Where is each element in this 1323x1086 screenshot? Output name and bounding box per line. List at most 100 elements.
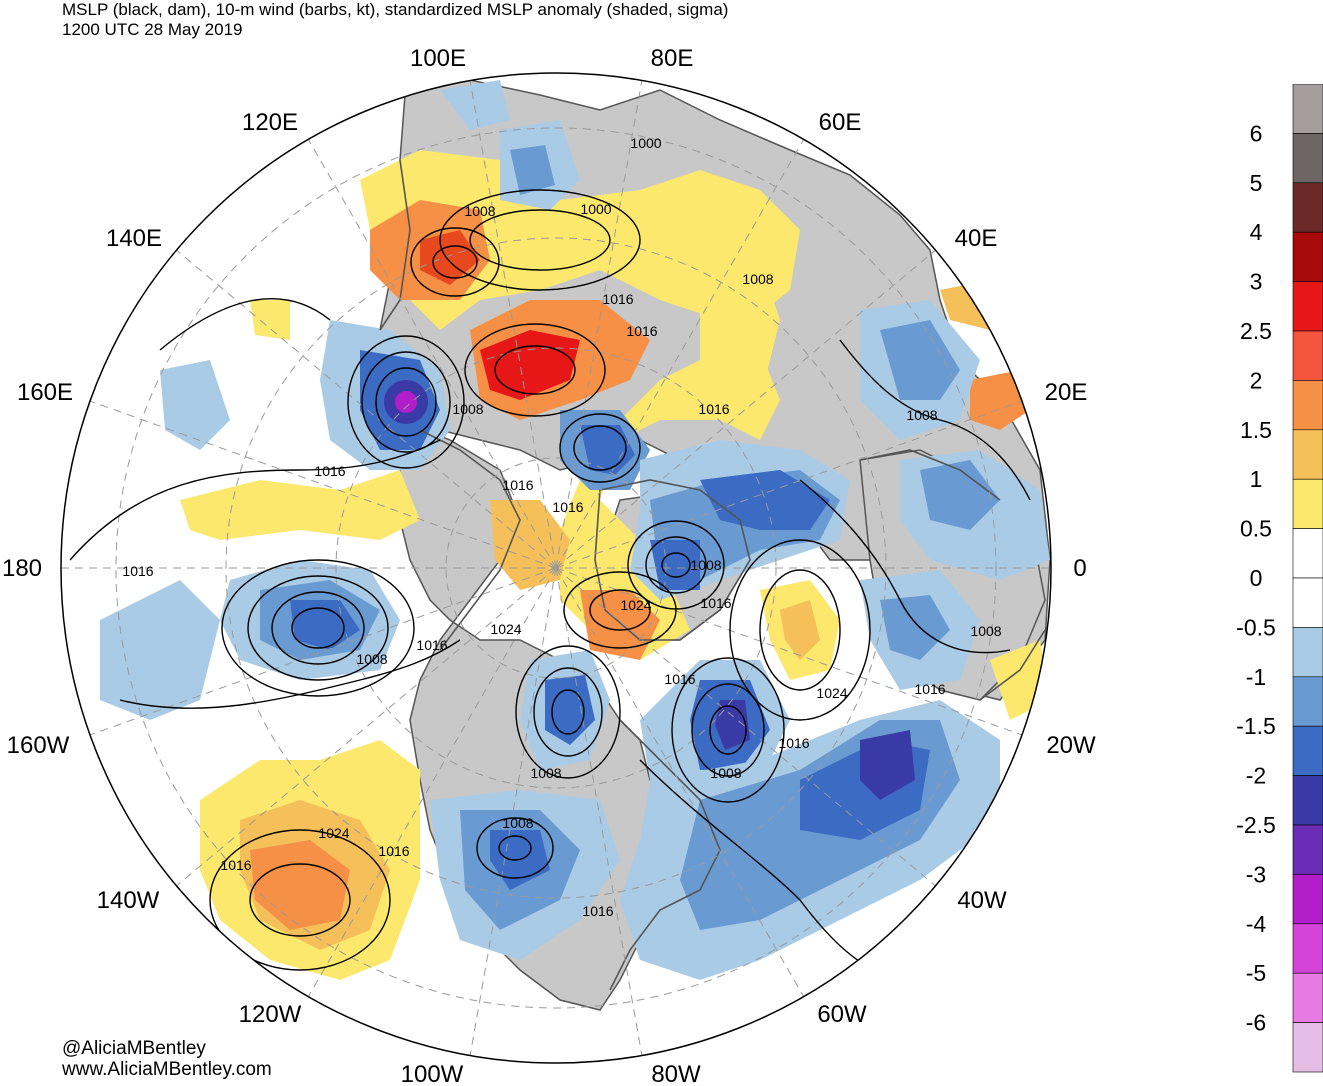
longitude-label-120e: 120E	[242, 109, 298, 136]
colorbar-tick-label: 2	[1250, 367, 1263, 393]
longitude-label-100e: 100E	[410, 45, 466, 72]
isobar-label: 1016	[378, 843, 409, 859]
isobar-label-layer: 1000 1000 1008 1008 1016 1016 1016 1008 …	[122, 135, 1001, 919]
isobar-label: 1008	[356, 651, 387, 667]
isobar-label: 1024	[620, 597, 651, 613]
isobar-label: 1016	[314, 463, 345, 479]
isobar-label: 1016	[778, 735, 809, 751]
colorbar-tick-label: -6	[1246, 1010, 1266, 1036]
longitude-label-100w: 100W	[401, 1061, 464, 1086]
colorbar-swatch	[1292, 627, 1323, 678]
longitude-label-140e: 140E	[106, 225, 162, 252]
credit-handle: @AliciaMBentley	[62, 1038, 206, 1059]
isobar-label: 1016	[626, 323, 657, 339]
colorbar-swatch	[1292, 528, 1323, 579]
colorbar-swatch	[1292, 281, 1323, 332]
colorbar-tick-label: -2.5	[1236, 812, 1276, 838]
colorbar-swatch	[1292, 231, 1323, 282]
colorbar-tick-label: 6	[1250, 120, 1263, 146]
colorbar-swatch	[1292, 429, 1323, 480]
colorbar-swatch	[1292, 182, 1323, 233]
colorbar-tick-label: 4	[1250, 219, 1263, 245]
isobar-label: 1008	[502, 815, 533, 831]
longitude-label-180: 180	[2, 555, 42, 582]
isobar-label: 1008	[906, 407, 937, 423]
isobar-label: 1008	[530, 765, 561, 781]
coastlines	[379, 159, 1046, 991]
colorbar-swatches	[1292, 84, 1323, 1073]
isobar-label: 1016	[552, 499, 583, 515]
colorbar-swatch	[1292, 1022, 1323, 1073]
colorbar-swatch	[1292, 775, 1323, 826]
credit-website: www.AliciaMBentley.com	[62, 1059, 272, 1080]
longitude-label-0: 0	[1073, 555, 1086, 582]
isobar-label: 1000	[580, 201, 611, 217]
colorbar-tick-label: 0.5	[1240, 516, 1272, 542]
isobar-label: 1016	[502, 477, 533, 493]
longitude-label-20w: 20W	[1046, 732, 1096, 759]
colorbar-tick-label: -5	[1246, 960, 1266, 986]
map-boundary	[60, 72, 1052, 1064]
longitude-labels: 100E 80E 120E 60E 140E 40E 160E 20E 180 …	[2, 45, 1096, 1086]
colorbar-tick-label: -1	[1246, 664, 1266, 690]
isobar-label: 1000	[630, 135, 661, 151]
colorbar-swatch	[1292, 380, 1323, 431]
colorbar-swatch	[1292, 577, 1323, 628]
colorbar-tick-label: 0	[1250, 565, 1263, 591]
longitude-label-60w: 60W	[817, 1001, 867, 1028]
colorbar-tick-label: -4	[1246, 911, 1267, 937]
longitude-label-60e: 60E	[819, 109, 862, 136]
colorbar-tick-label: -2	[1246, 763, 1266, 789]
isobar-label: 1016	[700, 595, 731, 611]
anomaly-negative	[100, 80, 1050, 980]
colorbar-tick-label: 1.5	[1240, 417, 1272, 443]
isobar-label: 1016	[914, 681, 945, 697]
graticule	[61, 79, 1051, 1057]
longitude-label-160e: 160E	[17, 379, 73, 406]
isobar-label: 1016	[664, 671, 695, 687]
isobar-label: 1016	[698, 401, 729, 417]
isobar-label: 1024	[318, 825, 349, 841]
colorbar-swatch	[1292, 923, 1323, 974]
colorbar-swatch	[1292, 478, 1323, 529]
isobars	[69, 189, 1031, 981]
colorbar-swatch	[1292, 824, 1323, 875]
isobar-label: 1008	[690, 557, 721, 573]
colorbar-ticks: 6 5 4 3 2.5 2 1.5 1 0.5 0 -0.5 -1 -1.5 -2 -2.5 -3 -4 -5 -6	[1236, 120, 1276, 1035]
colorbar-swatch	[1292, 330, 1323, 381]
colorbar-tick-label: -1.5	[1236, 713, 1276, 739]
colorbar-swatch	[1292, 84, 1323, 134]
isobar-label: 1008	[970, 623, 1001, 639]
isobar-label: 1016	[416, 637, 447, 653]
isobar-label: 1024	[816, 685, 847, 701]
colorbar-swatch	[1292, 676, 1323, 727]
colorbar: 6 5 4 3 2.5 2 1.5 1 0.5 0 -0.5 -1 -1.5 -2 -2.5 -3 -4 -5 -6	[1236, 84, 1323, 1073]
isobar-label: 1008	[742, 271, 773, 287]
colorbar-swatch	[1292, 133, 1323, 184]
longitude-label-140w: 140W	[97, 887, 160, 914]
isobar-label: 1016	[602, 291, 633, 307]
isobar-label: 1008	[710, 765, 741, 781]
colorbar-swatch	[1292, 972, 1323, 1023]
colorbar-tick-label: -0.5	[1236, 614, 1276, 640]
longitude-label-40w: 40W	[957, 887, 1007, 914]
valid-time: 1200 UTC 28 May 2019	[62, 20, 243, 39]
longitude-label-120w: 120W	[239, 1001, 302, 1028]
longitude-label-40e: 40E	[955, 225, 998, 252]
isobar-label: 1016	[220, 857, 251, 873]
colorbar-tick-label: 5	[1250, 170, 1263, 196]
colorbar-tick-label: 1	[1250, 466, 1263, 492]
map-title: MSLP (black, dam), 10-m wind (barbs, kt)…	[62, 0, 729, 19]
isobar-label: 1008	[464, 203, 495, 219]
colorbar-tick-label: 3	[1250, 269, 1263, 295]
longitude-label-20e: 20E	[1045, 379, 1088, 406]
longitude-label-80w: 80W	[651, 1061, 701, 1086]
isobar-label: 1016	[122, 563, 153, 579]
longitude-label-160w: 160W	[7, 732, 70, 759]
longitude-label-80e: 80E	[651, 45, 694, 72]
colorbar-swatch	[1292, 725, 1323, 776]
colorbar-swatch	[1292, 874, 1323, 925]
isobar-label: 1024	[490, 621, 521, 637]
